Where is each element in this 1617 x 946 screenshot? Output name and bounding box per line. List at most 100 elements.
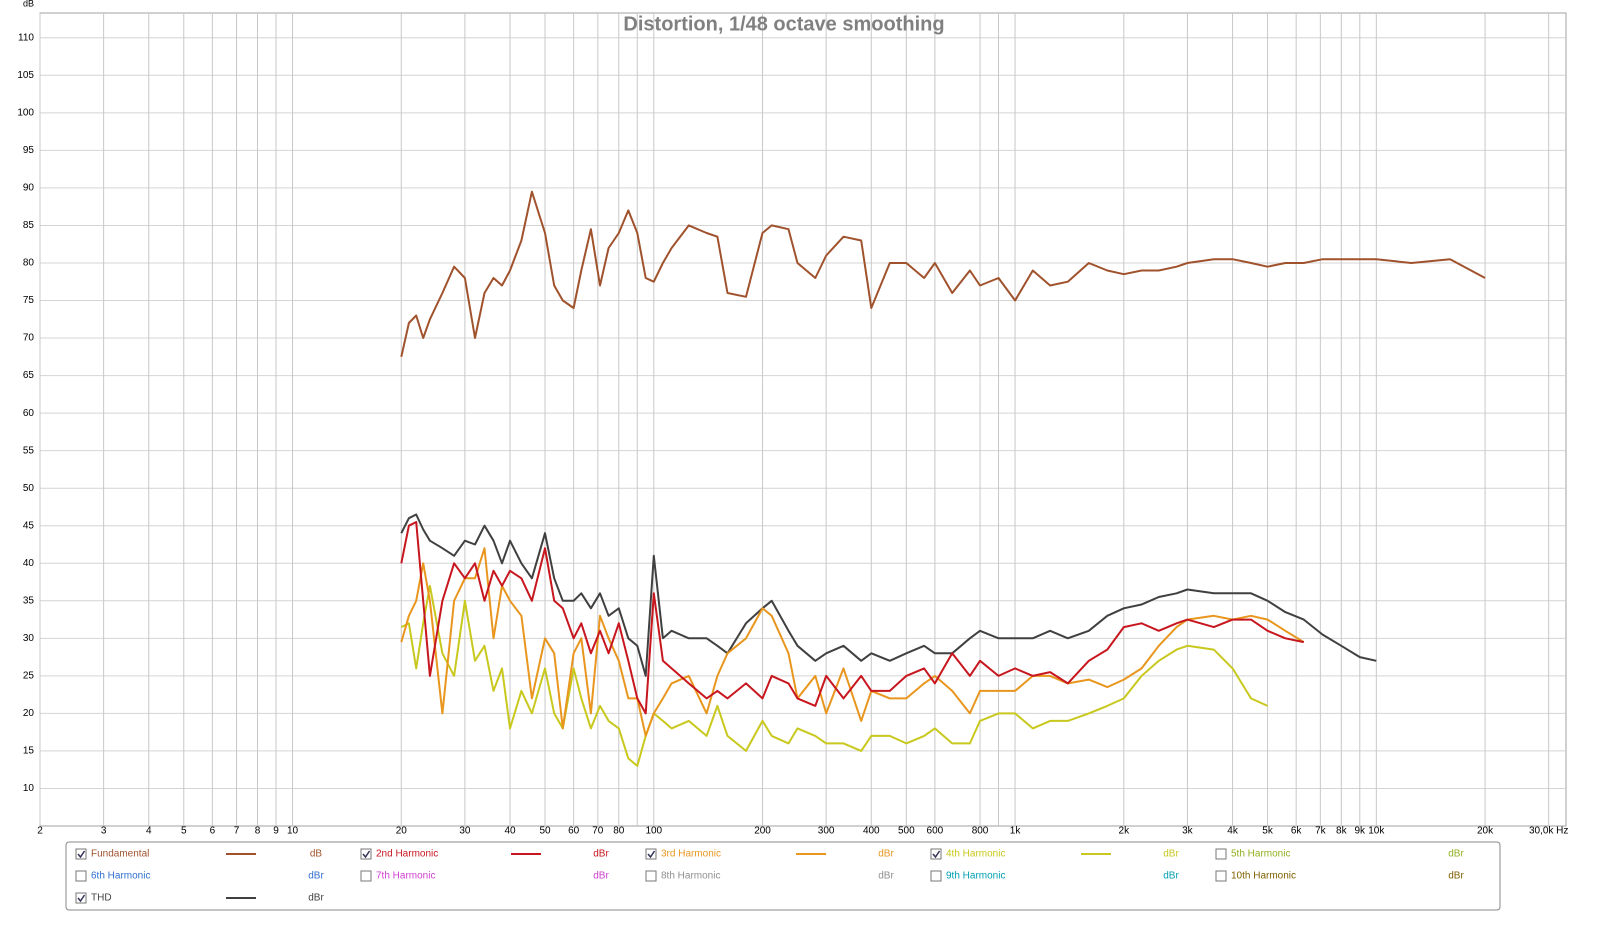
- legend-label: 8th Harmonic: [661, 871, 720, 882]
- y-tick-label: 30: [23, 633, 35, 644]
- legend-checkbox[interactable]: [645, 848, 657, 860]
- x-tick-label: 30: [459, 826, 471, 837]
- y-tick-label: 75: [23, 295, 35, 306]
- x-tick-label: 1k: [1010, 826, 1022, 837]
- legend-label: 10th Harmonic: [1231, 871, 1296, 882]
- legend-label: Fundamental: [91, 849, 149, 860]
- x-tick-label: 7: [234, 826, 240, 837]
- y-tick-label: 40: [23, 558, 35, 569]
- x-tick-label: 20: [396, 826, 408, 837]
- x-tick-label: 10: [287, 826, 299, 837]
- legend-checkbox[interactable]: [645, 870, 657, 882]
- y-tick-label: 105: [17, 70, 34, 81]
- legend-label: THD: [91, 893, 112, 904]
- y-axis-label: dB: [23, 0, 34, 8]
- x-tick-label: 5k: [1262, 826, 1274, 837]
- legend-checkmark: [932, 850, 941, 859]
- chart-title: Distortion, 1/48 octave smoothing: [623, 13, 944, 35]
- x-tick-label: 200: [754, 826, 771, 837]
- grid: [39, 13, 1566, 826]
- legend-unit: dBr: [593, 871, 609, 882]
- legend-checkmark: [362, 850, 371, 859]
- y-tick-label: 20: [23, 708, 35, 719]
- x-tick-label: 2k: [1119, 826, 1131, 837]
- series-line: [400, 584, 1269, 767]
- x-tick-label: 4: [146, 826, 152, 837]
- x-tick-label: 5: [181, 826, 187, 837]
- y-tick-label: 95: [23, 145, 35, 156]
- legend-label: 7th Harmonic: [376, 871, 435, 882]
- y-tick-label: 80: [23, 258, 35, 269]
- legend-checkbox[interactable]: [75, 892, 87, 904]
- y-tick-label: 45: [23, 520, 35, 531]
- y-tick-label: 50: [23, 483, 35, 494]
- x-tick-label: 9k: [1355, 826, 1367, 837]
- x-tick-label: 400: [863, 826, 880, 837]
- legend-checkbox[interactable]: [1215, 870, 1227, 882]
- legend-checkbox[interactable]: [930, 870, 942, 882]
- x-tick-label: 10k: [1368, 826, 1385, 837]
- x-tick-label: 800: [972, 826, 989, 837]
- x-tick-label: 7k: [1315, 826, 1327, 837]
- x-tick-label: 3: [101, 826, 107, 837]
- legend-checkbox[interactable]: [75, 848, 87, 860]
- series-line: [400, 190, 1486, 358]
- legend-unit: dBr: [308, 871, 324, 882]
- legend-label: 2nd Harmonic: [376, 849, 438, 860]
- x-tick-label: 600: [927, 826, 944, 837]
- x-tick-label: 30,0k Hz: [1529, 826, 1568, 837]
- series-line: [400, 547, 1305, 737]
- y-tick-label: 15: [23, 746, 35, 757]
- x-tick-label: 50: [539, 826, 551, 837]
- legend-unit: dBr: [593, 849, 609, 860]
- y-tick-label: 85: [23, 220, 35, 231]
- legend-unit: dBr: [308, 893, 324, 904]
- x-tick-label: 100: [645, 826, 662, 837]
- x-tick-label: 4k: [1227, 826, 1239, 837]
- legend-label: 9th Harmonic: [946, 871, 1005, 882]
- x-tick-label: 500: [898, 826, 915, 837]
- x-tick-label: 9: [273, 826, 279, 837]
- x-tick-label: 60: [568, 826, 580, 837]
- legend-box: [65, 841, 1501, 911]
- legend-unit: dBr: [878, 849, 894, 860]
- legend-unit: dBr: [1163, 871, 1179, 882]
- y-tick-label: 35: [23, 595, 35, 606]
- series-line: [400, 521, 1305, 715]
- legend-checkmark: [77, 894, 86, 903]
- x-tick-label: 20k: [1477, 826, 1494, 837]
- x-tick-label: 3k: [1182, 826, 1194, 837]
- x-tick-label: 2: [37, 826, 43, 837]
- x-tick-label: 8: [255, 826, 261, 837]
- y-tick-label: 10: [23, 783, 35, 794]
- legend-checkbox[interactable]: [1215, 848, 1227, 860]
- x-tick-label: 80: [613, 826, 625, 837]
- legend-unit: dBr: [1163, 849, 1179, 860]
- y-tick-label: 55: [23, 445, 35, 456]
- x-tick-label: 300: [818, 826, 835, 837]
- legend-checkbox[interactable]: [75, 870, 87, 882]
- series-line: [400, 513, 1377, 677]
- x-tick-label: 70: [592, 826, 604, 837]
- y-tick-label: 110: [18, 32, 34, 43]
- legend-unit: dBr: [1448, 849, 1464, 860]
- y-tick-label: 90: [23, 183, 35, 194]
- y-tick-label: 60: [23, 408, 35, 419]
- x-tick-label: 8k: [1336, 826, 1348, 837]
- legend-unit: dBr: [1448, 871, 1464, 882]
- y-tick-label: 25: [23, 671, 35, 682]
- legend-checkbox[interactable]: [360, 870, 372, 882]
- legend-checkmark: [77, 850, 86, 859]
- legend-checkmark: [647, 850, 656, 859]
- x-tick-label: 6: [210, 826, 216, 837]
- y-tick-label: 100: [17, 107, 34, 118]
- legend-label: 6th Harmonic: [91, 871, 150, 882]
- plot-frame: [39, 12, 1567, 827]
- legend-checkbox[interactable]: [930, 848, 942, 860]
- x-tick-label: 6k: [1291, 826, 1303, 837]
- legend-label: 5th Harmonic: [1231, 849, 1290, 860]
- legend-checkbox[interactable]: [360, 848, 372, 860]
- legend-label: 3rd Harmonic: [661, 849, 721, 860]
